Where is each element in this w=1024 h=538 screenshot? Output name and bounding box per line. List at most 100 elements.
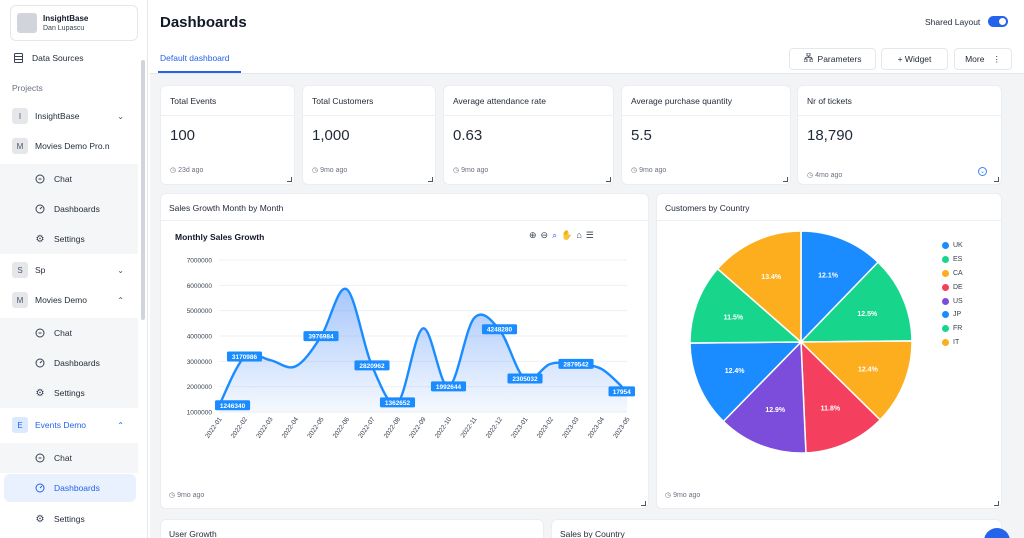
chevron-down-icon: ⌄ xyxy=(117,111,124,121)
user-growth-card[interactable]: User Growth xyxy=(160,519,544,538)
x-tick-label: 2022-06 xyxy=(332,416,352,440)
sidebar-item-chat[interactable]: Chat xyxy=(0,443,138,473)
sidebar-project-insightbase[interactable]: I InsightBase ⌄ xyxy=(12,102,138,130)
more-label: More xyxy=(965,54,985,64)
sidebar: InsightBase Dan Lupascu Data Sources Pro… xyxy=(0,0,148,538)
sidebar-item-dashboards[interactable]: Dashboards xyxy=(0,348,138,378)
card-title: User Growth xyxy=(169,529,217,538)
shared-layout-label: Shared Layout xyxy=(925,16,981,27)
legend-label: JP xyxy=(953,311,962,319)
kpi-value: 1,000 xyxy=(312,127,350,144)
kpi-card-average-purchase[interactable]: Average purchase quantity 5.5 ◷ 9mo ago xyxy=(621,85,791,185)
x-tick-label: 2023-03 xyxy=(561,416,581,440)
legend-label: ES xyxy=(953,256,963,264)
kpi-divider xyxy=(444,115,613,116)
legend-item[interactable]: JP xyxy=(942,308,963,322)
legend-item[interactable]: ES xyxy=(942,253,963,267)
zoom-in-icon[interactable]: ⊕ xyxy=(529,230,537,240)
kpi-timestamp: ◷ 23d ago xyxy=(170,167,204,174)
sidebar-item-settings[interactable]: ⚙ Settings xyxy=(0,378,138,408)
legend-swatch xyxy=(942,297,949,305)
pan-hand-icon[interactable]: ✋ xyxy=(561,230,573,240)
gear-icon: ⚙ xyxy=(35,233,45,245)
tab-default-dashboard[interactable]: Default dashboard xyxy=(160,53,230,63)
sidebar-item-label: Data Sources xyxy=(32,53,84,63)
sales-growth-card[interactable]: Sales Growth Month by Month Monthly Sale… xyxy=(160,193,649,509)
kpi-timestamp-text: 23d ago xyxy=(178,167,204,174)
more-button[interactable]: More ⋮ xyxy=(954,48,1012,70)
sidebar-item-data-sources[interactable]: Data Sources xyxy=(12,44,138,72)
kpi-card-average-attendance[interactable]: Average attendance rate 0.63 ◷ 9mo ago xyxy=(443,85,614,185)
kpi-divider xyxy=(622,115,790,116)
sidebar-item-dashboards[interactable]: Dashboards xyxy=(0,194,138,224)
legend-item[interactable]: FR xyxy=(942,322,963,336)
resize-handle[interactable] xyxy=(783,177,788,182)
sidebar-item-label: Dashboards xyxy=(54,483,100,493)
customers-by-country-card[interactable]: Customers by Country 12.1% 12.5% 12.4% 11.8… xyxy=(656,193,1002,509)
pie-slice-label: 11.5% xyxy=(724,314,744,321)
card-timestamp: ◷ 9mo ago xyxy=(665,492,701,499)
kpi-card-total-customers[interactable]: Total Customers 1,000 ◷ 9mo ago xyxy=(302,85,436,185)
home-icon[interactable]: ⌂ xyxy=(576,230,582,240)
legend-item[interactable]: CA xyxy=(942,267,963,281)
sidebar-item-chat[interactable]: Chat xyxy=(0,164,138,194)
pie-slice xyxy=(799,261,913,343)
sidebar-project-events-demo[interactable]: E Events Demo ⌃ xyxy=(12,411,138,439)
legend-swatch xyxy=(942,338,949,346)
data-label-bg xyxy=(430,381,467,392)
resize-handle[interactable] xyxy=(641,501,646,506)
sidebar-project-movies-demo[interactable]: M Movies Demo ⌃ xyxy=(12,286,138,314)
kpi-card-total-events[interactable]: Total Events 100 ◷ 23d ago xyxy=(160,85,295,185)
dashboard-icon xyxy=(34,203,46,215)
project-letter: M xyxy=(12,138,28,154)
data-label-bg xyxy=(379,397,416,408)
parameters-button[interactable]: Parameters xyxy=(789,48,876,70)
x-tick-label: 2023-01 xyxy=(510,416,530,440)
kpi-timestamp: ◷ 9mo ago xyxy=(453,167,489,174)
add-widget-button[interactable]: + Widget xyxy=(881,48,948,70)
legend-item[interactable]: DE xyxy=(942,280,963,294)
dashboard-icon xyxy=(34,482,46,494)
pie-slice xyxy=(689,267,803,344)
chart-title: Monthly Sales Growth xyxy=(175,232,265,242)
legend-label: FR xyxy=(953,325,963,333)
kpi-value: 18,790 xyxy=(807,127,853,144)
legend-item[interactable]: US xyxy=(942,294,963,308)
shared-layout-toggle[interactable] xyxy=(988,16,1009,27)
hierarchy-icon xyxy=(803,52,813,65)
sidebar-item-settings[interactable]: ⚙ Settings xyxy=(0,504,138,534)
resize-handle[interactable] xyxy=(428,177,433,182)
resize-handle[interactable] xyxy=(606,177,611,182)
sidebar-project-movies-demo-pro[interactable]: M Movies Demo Pro.n xyxy=(12,132,138,160)
resize-handle[interactable] xyxy=(287,177,292,182)
kpi-timestamp: ◷ 4mo ago xyxy=(807,172,843,179)
sidebar-item-settings[interactable]: ⚙ Settings xyxy=(0,224,138,254)
y-tick-label: 7000000 xyxy=(187,258,213,265)
x-tick-label: 2022-04 xyxy=(281,416,301,440)
chevron-circle-icon[interactable]: ⌄ xyxy=(978,167,987,176)
pie-slice-label: 12.9% xyxy=(765,407,786,414)
legend-swatch xyxy=(942,269,949,277)
sidebar-item-label: Settings xyxy=(54,234,85,244)
legend-item[interactable]: UK xyxy=(942,239,963,253)
sidebar-item-dashboards-active[interactable]: Dashboards xyxy=(4,474,136,502)
x-tick-label: 2022-11 xyxy=(459,416,478,439)
data-label: 17954 xyxy=(613,389,631,396)
pie-slice-label: 13.4% xyxy=(761,274,782,281)
workspace-switcher[interactable]: InsightBase Dan Lupascu xyxy=(10,5,138,41)
search-icon[interactable]: ⌕ xyxy=(552,230,558,240)
resize-handle[interactable] xyxy=(994,177,999,182)
sidebar-project-sp[interactable]: S Sp ⌄ xyxy=(12,256,138,284)
legend-item[interactable]: IT xyxy=(942,336,963,350)
sales-by-country-card[interactable]: Sales by Country xyxy=(551,519,1002,538)
resize-handle[interactable] xyxy=(994,501,999,506)
sidebar-scrollbar[interactable] xyxy=(141,60,145,320)
shared-layout-control: Shared Layout xyxy=(925,16,1009,27)
kpi-card-nr-of-tickets[interactable]: Nr of tickets 18,790 ◷ 4mo ago ⌄ xyxy=(797,85,1002,185)
x-tick-label: 2022-07 xyxy=(357,416,377,440)
menu-icon[interactable]: ☰ xyxy=(585,230,594,240)
zoom-out-icon[interactable]: ⊖ xyxy=(540,230,549,240)
support-chat-button[interactable] xyxy=(984,528,1010,538)
chat-icon xyxy=(34,327,46,339)
sidebar-item-chat[interactable]: Chat xyxy=(0,318,138,348)
